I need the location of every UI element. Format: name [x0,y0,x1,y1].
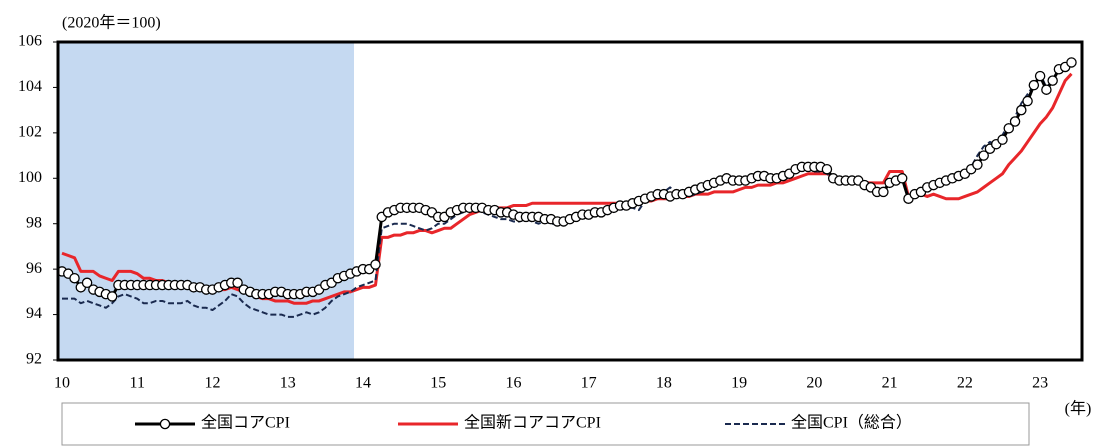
marker [1047,75,1058,86]
marker [821,163,833,175]
x-tick-label: 23 [1032,375,1048,392]
marker [1009,116,1021,127]
marker [1034,70,1046,82]
legend-label: 全国CPI（総合） [791,414,912,432]
x-tick-label: 12 [204,375,220,392]
y-tick-label: 92 [26,351,42,368]
x-tick-label: 16 [505,375,521,392]
x-tick-label: 10 [54,375,70,392]
x-tick-label: 19 [731,375,747,392]
plot-frame [56,40,1084,362]
marker [878,186,889,198]
marker [1066,57,1077,68]
marker [1041,84,1052,95]
y-tick-label: 102 [18,124,42,141]
y-tick-label: 106 [18,33,42,50]
shaded-period [58,42,354,360]
x-unit-label: (年) [1065,400,1092,418]
marker [81,277,93,289]
legend-label: 全国新コアコアCPI [464,414,601,432]
legend [61,402,1030,446]
marker [997,134,1008,145]
x-tick-label: 21 [882,375,898,392]
marker [1003,123,1015,134]
x-tick-label: 17 [581,375,597,392]
marker [1028,79,1040,91]
x-tick-label: 18 [656,375,672,392]
marker [106,291,118,302]
marker [370,259,381,270]
y-tick-label: 96 [26,260,42,277]
x-tick-label: 15 [430,375,446,392]
y-tick-label: 100 [18,169,42,186]
x-tick-label: 11 [130,375,145,392]
marker [69,272,80,284]
legend-marker [159,418,171,430]
y-tick-label: 94 [26,305,42,322]
x-tick-label: 20 [806,375,822,392]
marker [978,150,989,161]
x-tick-label: 22 [957,375,973,392]
marker [896,173,908,184]
x-tick-label: 14 [355,375,371,392]
y-tick-label: 98 [26,214,42,231]
y-tick-label: 104 [18,78,42,95]
marker [1022,95,1033,107]
y-unit-label: (2020年＝100) [62,14,161,32]
x-tick-label: 13 [280,375,296,392]
marker [232,277,243,289]
marker [972,159,983,170]
marker [1016,104,1027,116]
legend-label: 全国コアCPI [201,414,290,432]
